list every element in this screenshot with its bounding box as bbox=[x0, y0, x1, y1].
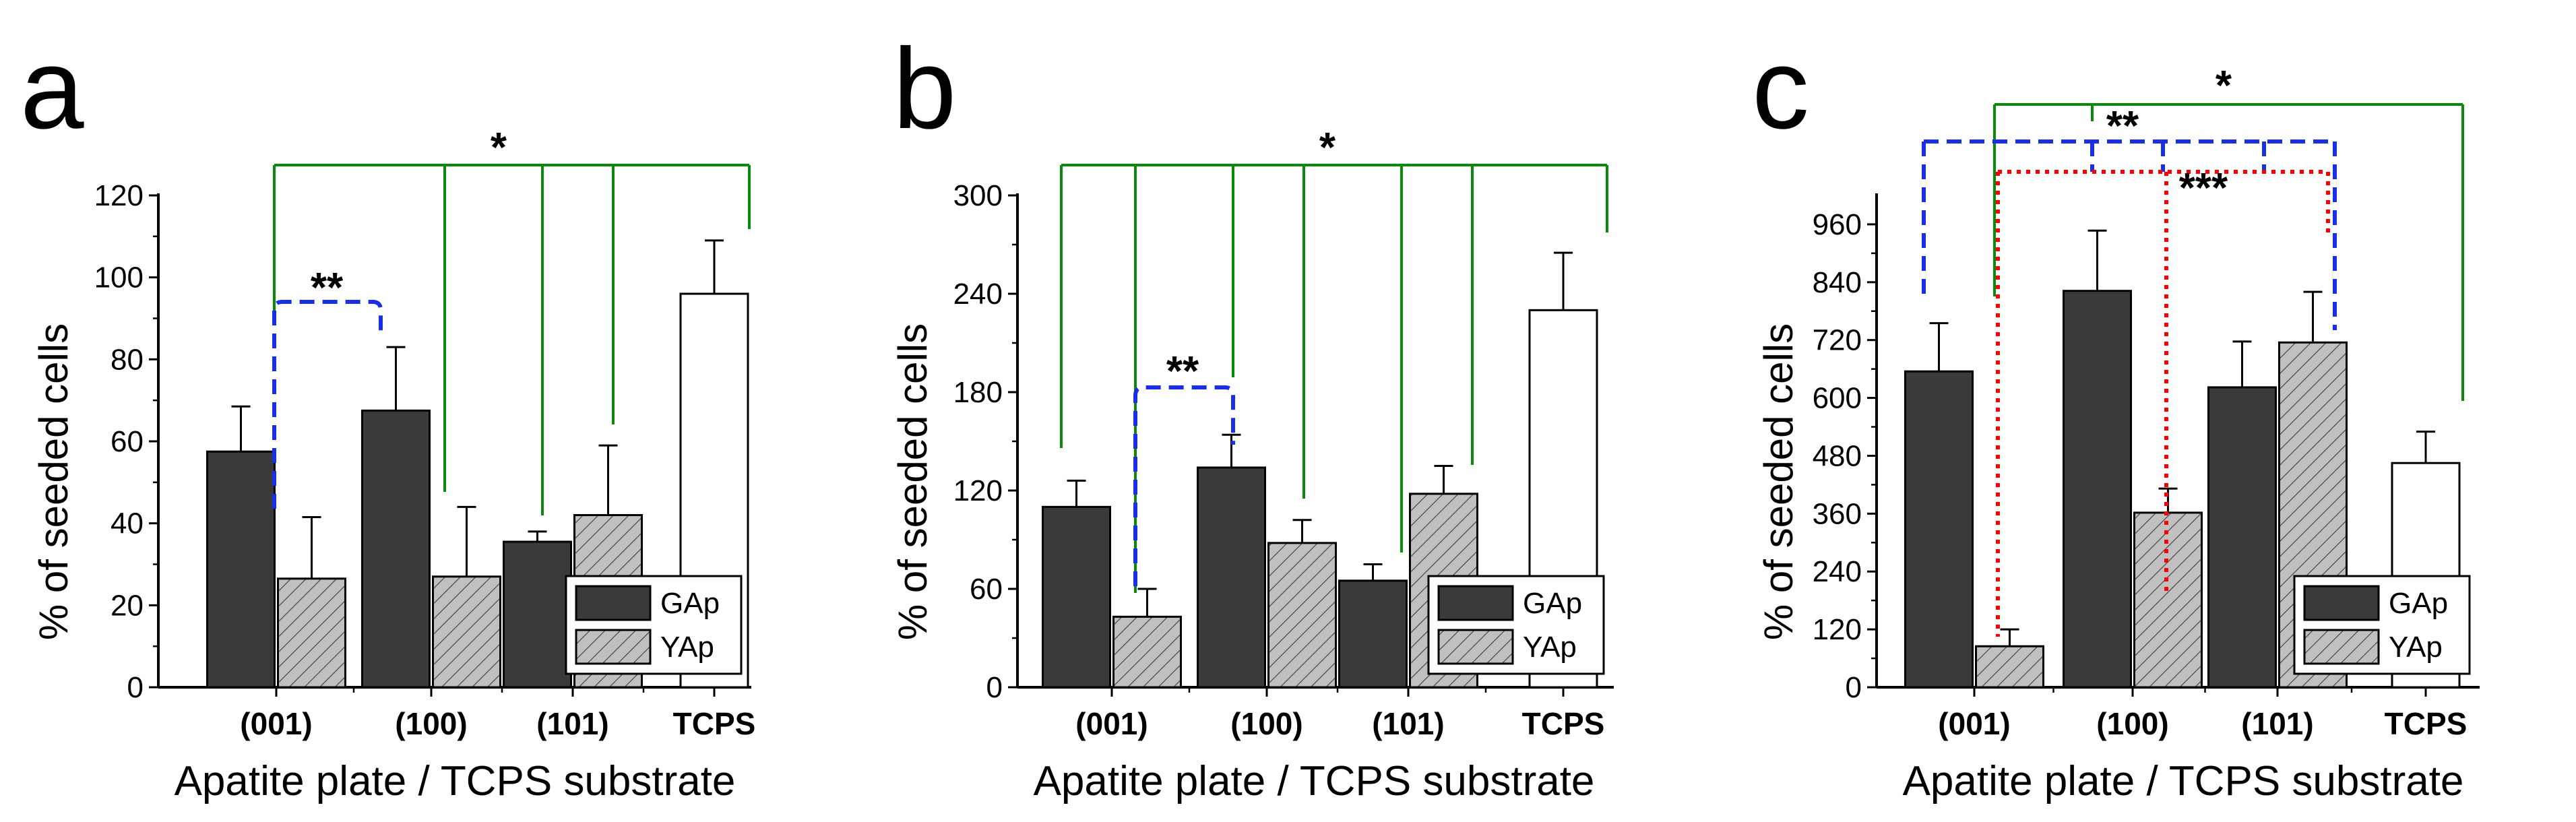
y-tick-label: 0 bbox=[127, 671, 144, 704]
bar-yap bbox=[1267, 542, 1337, 689]
bar-gap bbox=[1042, 505, 1111, 689]
x-tick-label: (001) bbox=[1938, 706, 2010, 741]
significance-bracket-blue bbox=[1133, 385, 1235, 586]
legend-swatch-gap bbox=[575, 585, 652, 621]
significance-bracket-blue bbox=[272, 300, 383, 509]
legend-swatch-yap bbox=[2303, 629, 2380, 665]
legend-swatch-yap bbox=[1437, 629, 1514, 665]
bar-gap bbox=[2207, 386, 2277, 689]
y-tick-label: 0 bbox=[986, 671, 1003, 704]
significance-label-blue: ** bbox=[1166, 348, 1199, 395]
significance-label-red: *** bbox=[2179, 165, 2228, 212]
x-tick-label: (100) bbox=[395, 706, 467, 741]
y-tick-label: 180 bbox=[953, 376, 1003, 409]
y-tick-label: 840 bbox=[1813, 266, 1862, 299]
y-tick-label: 120 bbox=[953, 474, 1003, 507]
y-tick-label: 960 bbox=[1813, 208, 1862, 241]
x-tick-label: TCPS bbox=[2385, 706, 2468, 741]
y-tick-label: 60 bbox=[111, 425, 144, 458]
x-tick-label: (001) bbox=[1075, 706, 1148, 741]
significance-label-blue: ** bbox=[2106, 103, 2139, 150]
bar-yap bbox=[277, 577, 346, 689]
x-tick-label: (001) bbox=[240, 706, 312, 741]
legend-label-gap: GAp bbox=[1523, 587, 1582, 620]
y-tick-label: 120 bbox=[1813, 613, 1862, 646]
x-tick-label: (101) bbox=[536, 706, 608, 741]
plot-c: 0 120 240 360 480 600 720 840 960 (001) (100) (101)… bbox=[1813, 63, 2480, 741]
legend-label-yap: YAp bbox=[2389, 631, 2443, 664]
legend-label-gap: GAp bbox=[660, 587, 720, 620]
legend-swatch-gap bbox=[1437, 585, 1514, 621]
legend-label-yap: YAp bbox=[660, 631, 714, 664]
bar-gap bbox=[1338, 579, 1408, 689]
bar-gap bbox=[1197, 466, 1266, 689]
legend-swatch-yap bbox=[575, 629, 652, 665]
bar-yap bbox=[2133, 511, 2203, 689]
y-axis-label-b: % of seeded cells bbox=[890, 323, 935, 640]
panel-b: b % of seeded cells Apatite plate / TCPS… bbox=[890, 25, 1614, 804]
x-axis-label-b: Apatite plate / TCPS substrate bbox=[1034, 758, 1595, 804]
y-tick-label: 600 bbox=[1813, 382, 1862, 415]
y-axis-label-c: % of seeded cells bbox=[1756, 323, 1801, 640]
y-tick-label: 100 bbox=[94, 261, 144, 294]
bar-gap bbox=[206, 450, 276, 689]
y-tick-label: 360 bbox=[1813, 497, 1862, 530]
y-tick-label: 300 bbox=[953, 179, 1003, 212]
y-tick-label: 480 bbox=[1813, 439, 1862, 472]
x-tick-label: TCPS bbox=[673, 706, 756, 741]
x-tick-label: TCPS bbox=[1522, 706, 1605, 741]
bar-yap bbox=[432, 575, 501, 689]
y-tick-label: 60 bbox=[970, 573, 1003, 606]
significance-label-green: * bbox=[491, 125, 507, 171]
y-tick-label: 20 bbox=[111, 589, 144, 622]
y-tick-label: 240 bbox=[953, 278, 1003, 311]
bar-yap bbox=[1975, 645, 2044, 689]
x-tick-label: (101) bbox=[1372, 706, 1444, 741]
y-tick-label: 0 bbox=[1846, 671, 1862, 704]
significance-label-green: * bbox=[1319, 125, 1336, 171]
bar-gap bbox=[503, 540, 572, 689]
y-tick-label: 720 bbox=[1813, 324, 1862, 357]
significance-label-blue: ** bbox=[311, 265, 344, 311]
legend-label-yap: YAp bbox=[1523, 631, 1577, 664]
bar-gap bbox=[361, 409, 431, 689]
y-tick-label: 240 bbox=[1813, 555, 1862, 588]
panel-letter-c: c bbox=[1752, 25, 1809, 153]
bar-gap bbox=[1904, 370, 1974, 689]
y-tick-label: 80 bbox=[111, 343, 144, 376]
x-axis-label-c: Apatite plate / TCPS substrate bbox=[1903, 758, 2464, 804]
legend-label-gap: GAp bbox=[2389, 587, 2448, 620]
y-tick-label: 120 bbox=[94, 179, 144, 212]
x-tick-label: (100) bbox=[1230, 706, 1302, 741]
bar-gap bbox=[2063, 290, 2132, 689]
significance-label-green: * bbox=[2216, 63, 2232, 109]
panel-letter-a: a bbox=[20, 25, 84, 153]
x-axis-label-a: Apatite plate / TCPS substrate bbox=[175, 758, 736, 804]
x-tick-label: (100) bbox=[2096, 706, 2168, 741]
y-axis-label-a: % of seeded cells bbox=[31, 323, 76, 640]
panel-c: c % of seeded cells Apatite plate / TCPS… bbox=[1752, 25, 2480, 804]
panel-letter-b: b bbox=[893, 25, 957, 153]
legend-swatch-gap bbox=[2303, 585, 2380, 621]
x-tick-label: (101) bbox=[2241, 706, 2313, 741]
y-tick-label: 40 bbox=[111, 507, 144, 540]
panel-a: a % of seeded cells Apatite plate / TCPS… bbox=[20, 25, 755, 804]
bar-yap bbox=[1112, 615, 1182, 689]
